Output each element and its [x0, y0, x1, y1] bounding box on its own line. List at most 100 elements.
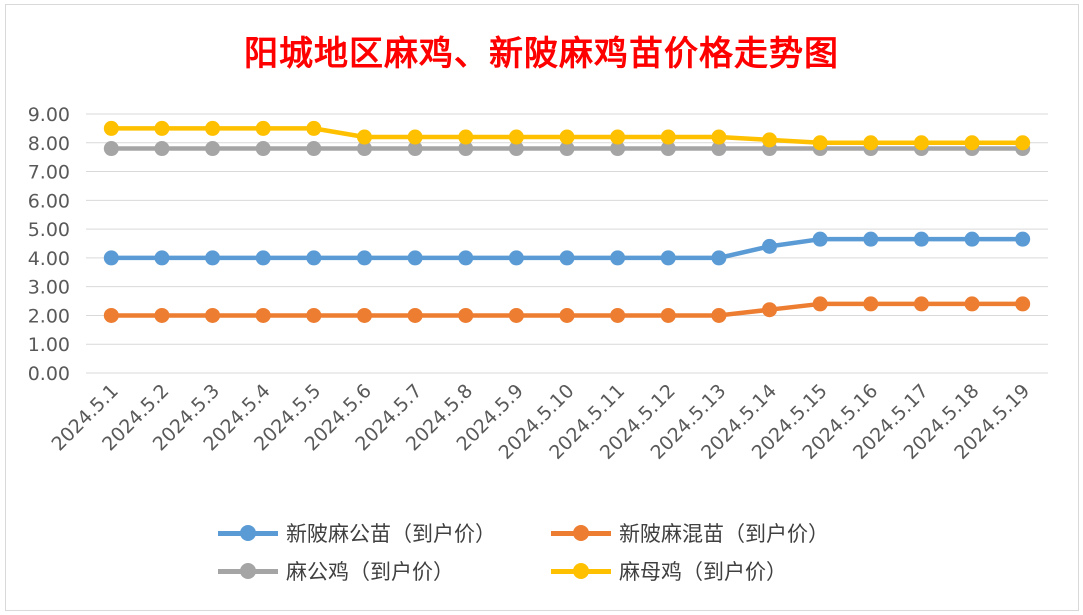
data-point [103, 120, 119, 136]
data-point [356, 250, 372, 266]
data-point [407, 250, 423, 266]
data-point [660, 307, 676, 323]
y-tick-label: 6.00 [28, 190, 70, 212]
data-point [407, 129, 423, 145]
data-point [559, 250, 575, 266]
legend-swatch [551, 518, 611, 548]
data-point [1015, 231, 1031, 247]
y-tick-label: 7.00 [28, 162, 70, 184]
data-point [154, 250, 170, 266]
data-point [559, 129, 575, 145]
data-point [559, 307, 575, 323]
data-point [255, 307, 271, 323]
data-point [306, 141, 322, 157]
data-point [711, 141, 727, 157]
data-point [508, 129, 524, 145]
series-4 [103, 120, 1031, 151]
legend-swatch [218, 518, 278, 548]
data-point [458, 307, 474, 323]
legend-swatch [218, 556, 278, 586]
data-point [964, 231, 980, 247]
data-point [610, 307, 626, 323]
data-point [306, 250, 322, 266]
series-2 [103, 296, 1031, 323]
data-point [508, 141, 524, 157]
series-1 [103, 231, 1031, 266]
data-point [863, 231, 879, 247]
data-point [812, 296, 828, 312]
data-point [458, 129, 474, 145]
data-point [913, 231, 929, 247]
data-point [103, 141, 119, 157]
legend-item-series-2: 新陂麻混苗（到户价） [551, 518, 829, 548]
series-lines [103, 120, 1031, 323]
data-point [508, 307, 524, 323]
data-point [711, 129, 727, 145]
data-point [103, 250, 119, 266]
data-point [205, 120, 221, 136]
data-point [711, 250, 727, 266]
data-point [103, 307, 119, 323]
data-point [458, 141, 474, 157]
data-point [458, 250, 474, 266]
y-tick-label: 5.00 [28, 219, 70, 241]
data-point [154, 141, 170, 157]
chart-frame [5, 4, 1079, 611]
data-point [812, 135, 828, 151]
legend-item-series-4: 麻母鸡（到户价） [551, 556, 787, 586]
data-point [660, 250, 676, 266]
legend-label: 新陂麻公苗（到户价） [286, 522, 496, 546]
data-point [205, 250, 221, 266]
y-tick-label: 8.00 [28, 133, 70, 155]
data-point [559, 141, 575, 157]
y-tick-label: 4.00 [28, 248, 70, 270]
chart-title: 阳城地区麻鸡、新陂麻鸡苗价格走势图 [244, 34, 839, 74]
data-point [863, 135, 879, 151]
data-point [255, 120, 271, 136]
data-point [964, 135, 980, 151]
data-point [1015, 296, 1031, 312]
legend-item-series-3: 麻公鸡（到户价） [218, 556, 454, 586]
data-point [306, 307, 322, 323]
data-point [154, 307, 170, 323]
y-tick-label: 2.00 [28, 305, 70, 327]
data-point [964, 296, 980, 312]
data-point [762, 302, 778, 318]
data-point [660, 129, 676, 145]
data-point [762, 238, 778, 254]
data-point [711, 307, 727, 323]
data-point [812, 231, 828, 247]
y-tick-label: 9.00 [28, 104, 70, 126]
data-point [154, 120, 170, 136]
y-tick-label: 0.00 [28, 363, 70, 385]
y-axis-ticks: 0.00 1.00 2.00 3.00 4.00 5.00 6.00 7.00 8.00 9.00 [28, 104, 70, 385]
data-point [610, 141, 626, 157]
data-point [508, 250, 524, 266]
data-point [356, 307, 372, 323]
data-point [255, 250, 271, 266]
data-point [356, 129, 372, 145]
legend-label: 麻母鸡（到户价） [619, 560, 787, 584]
data-point [1015, 135, 1031, 151]
legend-item-series-1: 新陂麻公苗（到户价） [218, 518, 496, 548]
data-point [205, 307, 221, 323]
data-point [762, 132, 778, 148]
data-point [610, 129, 626, 145]
data-point [407, 307, 423, 323]
x-axis-ticks: 2024.5.12024.5.22024.5.32024.5.42024.5.5… [47, 380, 1034, 464]
data-point [356, 141, 372, 157]
data-point [610, 250, 626, 266]
data-point [306, 120, 322, 136]
data-point [407, 141, 423, 157]
legend-label: 麻公鸡（到户价） [286, 560, 454, 584]
data-point [205, 141, 221, 157]
legend-swatch [551, 556, 611, 586]
legend-label: 新陂麻混苗（到户价） [619, 522, 829, 546]
data-point [913, 296, 929, 312]
data-point [255, 141, 271, 157]
data-point [913, 135, 929, 151]
data-point [863, 296, 879, 312]
y-tick-label: 3.00 [28, 277, 70, 299]
data-point [660, 141, 676, 157]
